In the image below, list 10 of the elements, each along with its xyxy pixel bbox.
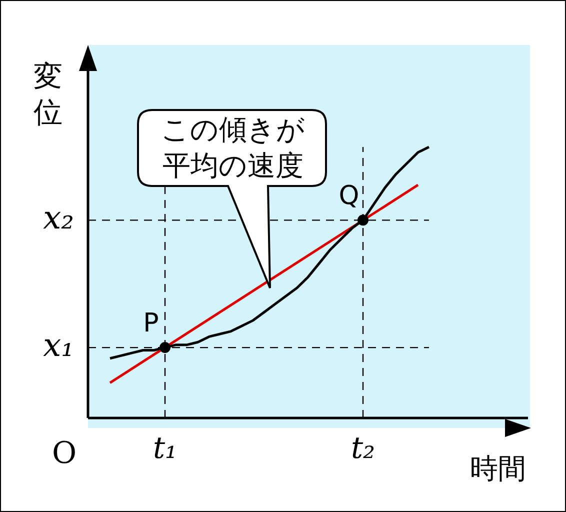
annotation: P [143,308,159,338]
ref-line-label: x₁ [43,326,74,364]
x-tick-label: t₂ [350,430,376,466]
text: O [52,436,77,471]
annotation: この傾きが平均の速度 [160,112,306,184]
annotation: Q [338,180,360,211]
ref-line-label: x₂ [43,198,74,236]
x-tick-label: t₁ [152,430,178,466]
x-axis-title: 時間 [470,451,526,487]
y-axis-title: 変位 [32,58,64,130]
